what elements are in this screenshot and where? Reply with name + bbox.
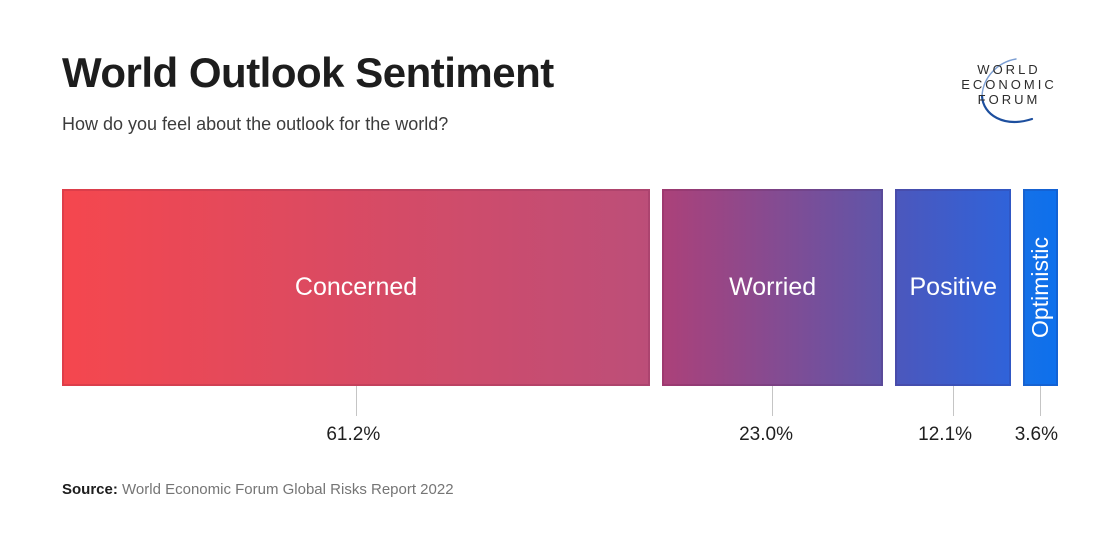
page-title: World Outlook Sentiment [62,49,554,96]
leader-line [1040,386,1042,416]
source-note: Source: World Economic Forum Global Risk… [62,481,454,498]
bar-segment-label: Positive [909,273,998,301]
wef-logo: WORLD ECONOMIC FORUM [954,56,1064,142]
wef-logo-line-1: WORLD [977,62,1041,77]
percentage-row: 61.2% 23.0% 12.1% 3.6% [62,416,1058,446]
page-subtitle: How do you feel about the outlook for th… [62,114,449,134]
bar-segment-positive: Positive [895,189,1012,386]
wef-logo-text: WORLD ECONOMIC FORUM [954,56,1064,107]
sentiment-bar-chart: Concerned Worried Positive Optimistic 61… [62,189,1058,446]
wef-logo-line-2: ECONOMIC [961,77,1057,92]
tick-cell [895,386,1011,416]
source-label: Source: [62,481,118,498]
percentage-label-positive: 12.1% [918,424,973,445]
leader-line [772,386,774,416]
leader-line [355,386,357,416]
percentage-label-optimistic: 3.6% [1014,424,1058,445]
bar-segment-worried: Worried [662,189,884,386]
bar-segment-label: Optimistic [1027,237,1054,338]
bar-segment-optimistic: Optimistic [1023,189,1058,386]
bar-segment-label: Worried [729,273,817,301]
bar-row: Concerned Worried Positive Optimistic [62,189,1058,386]
wef-logo-arc-icon [980,58,1034,124]
tick-row [62,386,1058,416]
tick-cell [1023,386,1058,416]
percentage-label-concerned: 61.2% [326,424,381,445]
source-text: World Economic Forum Global Risks Report… [117,481,454,498]
wef-logo-line-3: FORUM [977,92,1041,107]
bar-segment-concerned: Concerned [62,189,651,386]
tick-cell [62,386,650,416]
bar-segment-label: Concerned [294,273,418,301]
leader-line [952,386,954,416]
tick-cell [662,386,883,416]
percentage-label-worried: 23.0% [739,424,793,445]
